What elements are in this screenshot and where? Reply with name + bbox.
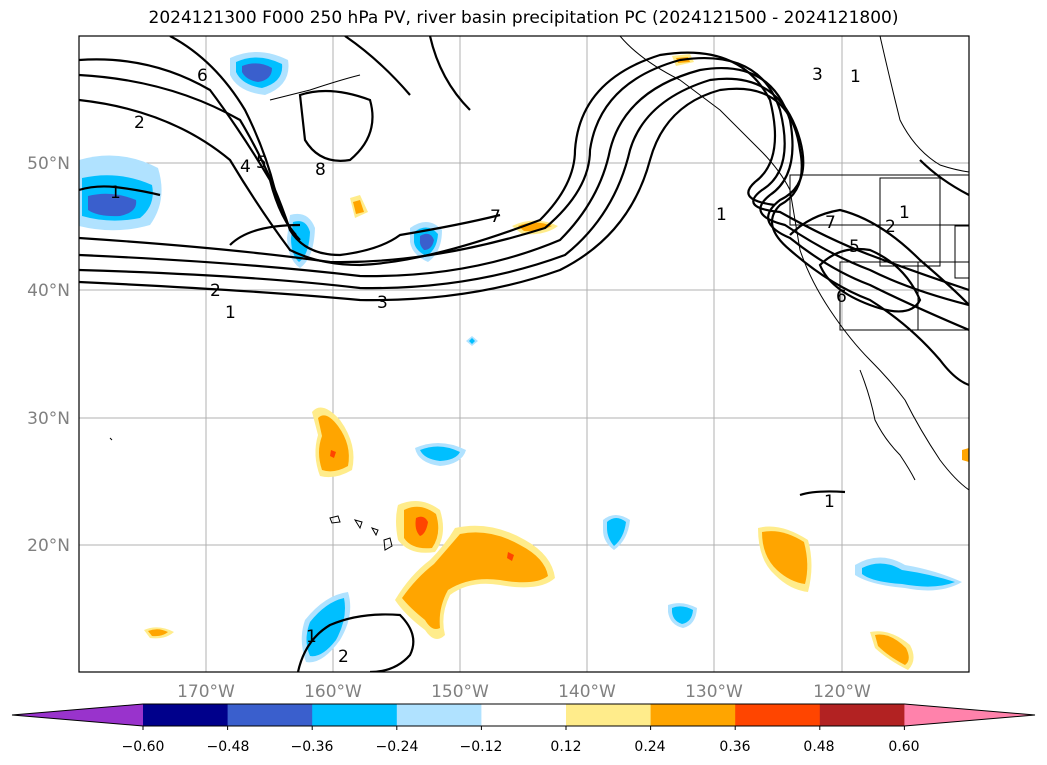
colorbar-segment [227,704,313,726]
region-boxes [789,174,969,331]
pv-contours [79,36,969,672]
colorbar-tick-label: 0.12 [550,739,581,755]
contour-label: 1 [225,303,236,323]
lon-label: 130°W [685,682,743,702]
lat-label: 20°N [27,536,70,556]
colorbar-tick-label: −0.24 [376,739,419,755]
contour-label: 6 [836,287,847,307]
lat-label: 30°N [27,409,70,429]
colorbar-tick-label: 0.60 [888,739,919,755]
contour-label: 7 [490,207,501,227]
lat-label: 50°N [27,154,70,174]
colorbar-tick-label: 0.36 [719,739,750,755]
lon-label: 120°W [813,682,871,702]
map-title: 2024121300 F000 250 hPa PV, river basin … [148,8,899,28]
colorbar [11,703,1036,730]
contour-labels: 6 2 5 4 8 1 7 2 3 1 3 1 1 7 2 5 6 1 1 2 … [110,65,910,667]
plot-frame [78,35,970,673]
colorbar-tick-labels: −0.60 −0.48 −0.36 −0.24 −0.12 0.12 0.24 … [122,739,920,755]
positive-pc-patches [144,54,969,670]
contour-label: 2 [885,217,896,237]
colorbar-tick-label: −0.36 [291,739,334,755]
contour-label: 4 [240,157,251,177]
colorbar-tick-label: 0.48 [803,739,834,755]
contour-label: 5 [256,153,267,173]
latitude-labels: 50°N 40°N 30°N 20°N [27,154,70,556]
gridlines [79,36,969,672]
lon-label: 140°W [558,682,616,702]
colorbar-segment [566,704,652,726]
contour-label: 5 [849,237,860,257]
pos-patch-edge [962,448,969,462]
contour-label: 7 [825,213,836,233]
contour-label: 1 [899,203,910,223]
colorbar-tick-label: −0.60 [122,739,165,755]
colorbar-segment [819,704,905,726]
lon-label: 160°W [304,682,362,702]
contour-label: 1 [716,205,727,225]
colorbar-segment [312,704,398,726]
contour-label: 2 [134,113,145,133]
negative-pc-patches [79,51,962,663]
colorbar-tick-label: 0.24 [634,739,665,755]
colorbar-segment [650,704,736,726]
contour-label: 3 [812,65,823,85]
contour-label: 1 [850,67,861,87]
colorbar-segment [481,704,567,726]
contour-label: 1 [306,627,317,647]
lon-label: 150°W [431,682,489,702]
colorbar-tick-label: −0.48 [207,739,250,755]
colorbar-segment [396,704,482,726]
colorbar-extend-low [12,704,143,726]
colorbar-extend-high [904,704,1035,726]
contour-label: 6 [197,66,208,86]
lat-label: 40°N [27,281,70,301]
longitude-labels: 170°W 160°W 150°W 140°W 130°W 120°W [177,682,871,702]
colorbar-segment [143,704,229,726]
colorbar-segment [735,704,821,726]
contour-label: 1 [824,492,835,512]
contour-label: 2 [210,281,221,301]
contour-label: 8 [315,160,326,180]
contour-label: 1 [110,183,121,203]
coastlines [109,36,969,551]
lon-label: 170°W [177,682,235,702]
colorbar-tick-label: −0.12 [460,739,503,755]
contour-label: 3 [377,293,388,313]
contour-label: 2 [338,647,349,667]
